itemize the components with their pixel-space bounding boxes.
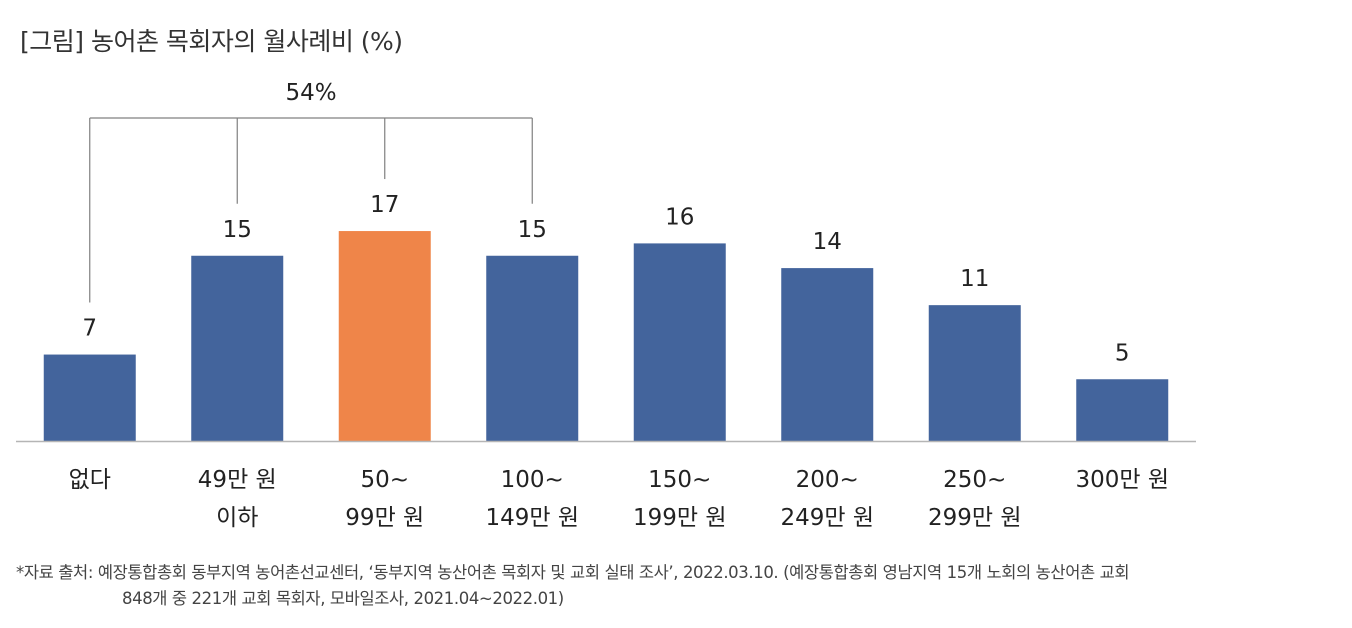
x-tick-label-3-line-2: 149만 원 — [485, 505, 579, 531]
x-tick-label-3-line-1: 100~ — [501, 467, 564, 493]
bar-2 — [338, 231, 431, 441]
bar-4 — [633, 243, 726, 441]
bar-7 — [1076, 379, 1169, 441]
chart-title: [그림] 농어촌 목회자의 월사례비 (%) — [20, 27, 403, 56]
x-tick-label-5-line-2: 249만 원 — [780, 505, 874, 531]
x-tick-label-4-line-1: 150~ — [648, 467, 711, 493]
x-tick-label-2-line-2: 99만 원 — [345, 505, 424, 531]
data-label-4: 16 — [665, 204, 694, 230]
data-label-1: 15 — [223, 217, 252, 243]
data-label-5: 14 — [813, 229, 842, 255]
x-tick-label-0: 없다 — [69, 467, 111, 493]
data-label-3: 15 — [518, 217, 547, 243]
bar-6 — [928, 305, 1021, 441]
bar-0 — [43, 354, 136, 441]
data-label-7: 5 — [1115, 340, 1130, 366]
bar-3 — [486, 255, 579, 441]
x-tick-label-7: 300만 원 — [1075, 467, 1169, 493]
data-label-0: 7 — [82, 316, 97, 342]
data-label-6: 11 — [960, 266, 989, 292]
bar-chart: 7 15 17 15 16 14 11 5 없다 49만 원이하 50~ 99만 원 100~ 149만 … — [16, 80, 1196, 531]
bracket-annotation-label: 54% — [285, 80, 336, 106]
x-tick-label-1-line-2: 이하 — [216, 505, 258, 531]
data-label-2: 17 — [370, 192, 399, 218]
bar-5 — [781, 268, 874, 441]
x-tick-label-6-line-2: 299만 원 — [928, 505, 1022, 531]
source-note-line-1: *자료 출처: 예장통합총회 동부지역 농어촌선교센터, ‘동부지역 농산어촌 … — [16, 563, 1130, 582]
x-tick-label-4-line-2: 199만 원 — [633, 505, 727, 531]
x-tick-label-2-line-1: 50~ — [360, 467, 409, 493]
x-tick-label-1-line-1: 49만 원 — [198, 467, 277, 493]
x-tick-label-5-line-1: 200~ — [796, 467, 859, 493]
bar-1 — [191, 255, 284, 441]
x-tick-label-6-line-1: 250~ — [943, 467, 1006, 493]
source-note-line-2: 848개 중 221개 교회 목회자, 모바일조사, 2021.04~2022.… — [122, 589, 564, 608]
